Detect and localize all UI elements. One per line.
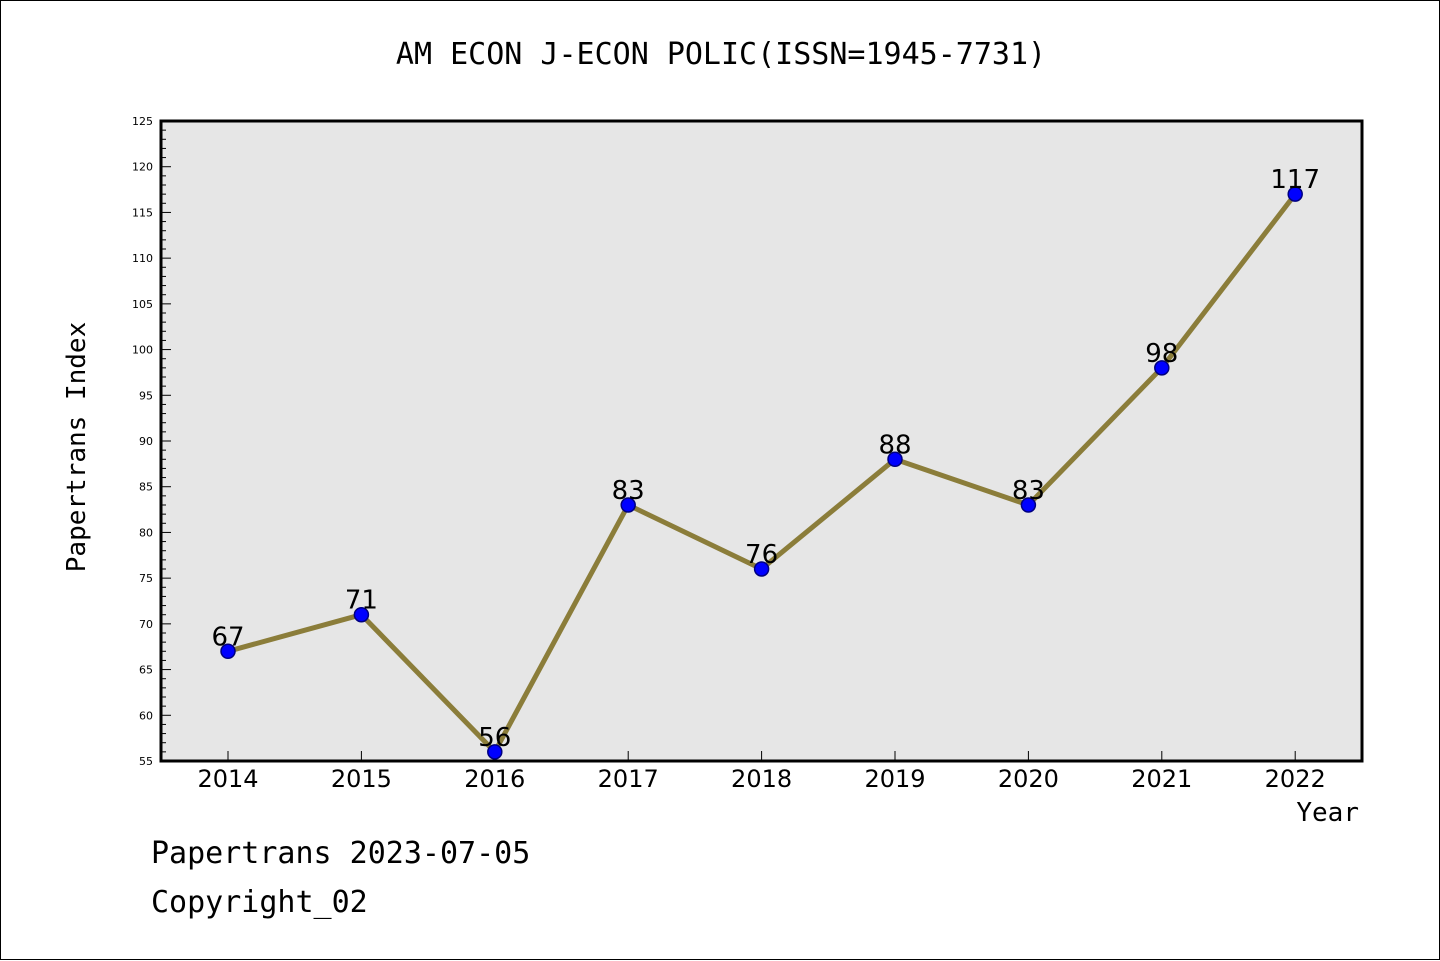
data-label: 67 [211,622,244,652]
data-point [220,643,236,660]
x-axis-label: Year [1296,798,1359,828]
y-tick-label: 60 [139,709,153,722]
footer-date: Papertrans 2023-07-05 [151,836,531,871]
x-tick-label: 2022 [1265,765,1326,793]
data-label: 117 [1270,165,1320,195]
x-tick-label: 2016 [464,765,525,793]
data-label-layer: 67 71 56 83 76 88 83 98 117 [211,165,1320,753]
data-label: 76 [745,540,778,570]
data-point [1020,497,1037,513]
data-label: 83 [612,476,645,506]
y-tick-label: 110 [132,252,153,265]
footer-copyright: Copyright_02 [151,885,368,920]
y-tick-label: 65 [139,664,153,677]
x-axis: 2014 2015 2016 2017 2018 2019 2020 2021 2022 [197,751,1326,793]
y-tick-label: 75 [139,572,153,585]
y-tick-label: 120 [132,161,153,174]
x-tick-label: 2015 [331,765,392,793]
x-tick-label: 2017 [598,765,659,793]
y-tick-label: 125 [132,115,153,128]
y-tick-label: 80 [139,526,153,539]
y-tick-label: 100 [132,344,153,357]
x-tick-label: 2014 [197,765,258,793]
x-tick-label: 2020 [998,765,1059,793]
x-tick-label: 2021 [1131,765,1192,793]
data-label: 56 [478,723,511,753]
chart-title: AM ECON J-ECON POLIC(ISSN=1945-7731) [395,37,1047,72]
data-point [887,451,903,468]
data-label: 71 [345,586,378,616]
data-point [353,606,370,623]
y-tick-label: 115 [132,206,153,219]
y-axis-label: Papertrans Index [62,322,92,572]
y-tick-label: 95 [139,389,153,402]
data-point [753,561,770,577]
data-label: 98 [1145,339,1178,369]
y-tick-label: 55 [139,755,153,768]
x-tick-label: 2019 [864,765,925,793]
y-tick-label: 85 [139,481,153,494]
y-tick-label: 70 [139,618,153,631]
data-point [1287,186,1303,202]
plot-area [159,119,1364,763]
data-point [1154,360,1170,376]
y-axis: 55 60 65 70 75 80 85 90 95 100 105 110 115 120 125 [132,115,171,768]
data-label: 83 [1012,476,1045,506]
data-label: 88 [878,430,911,460]
y-tick-label: 105 [132,298,153,311]
series-layer [220,186,1303,760]
y-tick-label: 90 [139,435,153,448]
data-point [620,497,636,513]
data-point [487,744,503,760]
x-tick-label: 2018 [731,765,792,793]
